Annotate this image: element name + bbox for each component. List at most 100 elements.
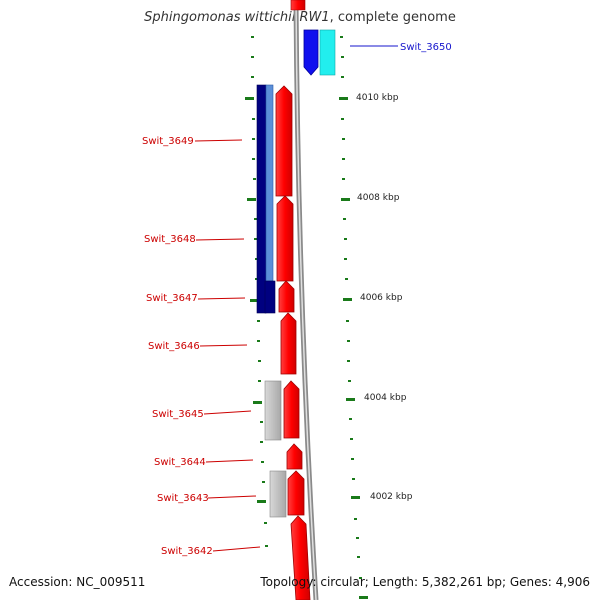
tick — [343, 218, 346, 220]
title-suffix: , complete genome — [329, 10, 456, 25]
tick — [257, 340, 260, 342]
tick — [354, 518, 357, 520]
gene-swit-3648[interactable]: Swit_3648 — [144, 195, 294, 282]
tick — [357, 556, 360, 558]
tick — [265, 545, 268, 547]
tick — [264, 522, 267, 524]
tick — [342, 158, 345, 160]
gene-arrow-forward[interactable] — [275, 85, 293, 197]
tick — [345, 278, 348, 280]
tick-major — [341, 198, 350, 201]
gene-label[interactable]: Swit_3643 — [157, 493, 209, 504]
tick — [359, 577, 362, 579]
tick — [255, 258, 258, 260]
tick — [251, 36, 254, 38]
tick — [351, 458, 354, 460]
gene-label-leader — [197, 297, 246, 300]
tick — [254, 218, 257, 220]
accession-label: Accession: NC_009511 — [9, 575, 146, 589]
tick — [260, 421, 263, 423]
feature-block-lightblue[interactable] — [265, 84, 274, 282]
gene-label[interactable]: Swit_3650 — [400, 42, 452, 53]
tick-major — [247, 198, 256, 201]
kbp-label: 4008 kbp — [357, 193, 400, 203]
inner-ticks — [245, 36, 268, 547]
tick — [257, 320, 260, 322]
gene-arrow-forward[interactable] — [278, 280, 295, 313]
feature-block-navy-lower[interactable] — [264, 280, 276, 314]
feature-block-grey[interactable] — [264, 380, 282, 441]
gene-arrow-reverse[interactable] — [303, 29, 319, 76]
tick — [347, 360, 350, 362]
gene-label[interactable]: Swit_3644 — [154, 457, 206, 468]
tick — [252, 118, 255, 120]
kbp-labels: 4010 kbp 4008 kbp 4006 kbp 4004 kbp 4002… — [356, 93, 413, 502]
gene-label[interactable]: Swit_3645 — [152, 409, 204, 420]
kbp-label: 4006 kbp — [360, 293, 403, 303]
tick — [356, 537, 359, 539]
tick — [254, 238, 257, 240]
tick — [341, 76, 344, 78]
kbp-label: 4004 kbp — [364, 393, 407, 403]
gene-swit-3649[interactable]: Swit_3649 — [142, 85, 293, 197]
genome-backbone-highlight — [295, 0, 317, 600]
gene-label-leader — [199, 344, 248, 347]
gene-arrow-forward[interactable] — [290, 515, 311, 600]
gene-arrow-forward[interactable] — [287, 470, 305, 516]
tick — [252, 158, 255, 160]
tick-major — [351, 496, 360, 499]
tick — [346, 320, 349, 322]
tick — [341, 118, 344, 120]
tick — [258, 360, 261, 362]
gene-label[interactable]: Swit_3649 — [142, 136, 194, 147]
map-title: Sphingomonas wittichii RW1, complete gen… — [0, 10, 600, 25]
tick — [261, 461, 264, 463]
gene-swit-3644[interactable]: Swit_3644 — [154, 443, 303, 470]
gene-arrow-forward[interactable] — [283, 380, 300, 439]
gene-swit-3643[interactable]: Swit_3643 — [157, 470, 305, 518]
gene-label[interactable]: Swit_3648 — [144, 234, 196, 245]
topology-label: Topology: circular; Length: 5,382,261 bp… — [260, 575, 590, 589]
gene-arrow-forward[interactable] — [276, 195, 294, 282]
kbp-label: 4010 kbp — [356, 93, 399, 103]
tick — [251, 76, 254, 78]
gene-label-leader — [205, 459, 254, 463]
tick — [253, 178, 256, 180]
tick-major — [343, 298, 352, 301]
kbp-label: 4002 kbp — [370, 492, 413, 502]
gene-label[interactable]: Swit_3642 — [161, 546, 213, 557]
tick-major — [346, 398, 355, 401]
tick — [260, 441, 263, 443]
tick-major — [359, 596, 368, 599]
feature-block-cyan[interactable] — [319, 29, 336, 76]
tick — [347, 340, 350, 342]
tick-major — [339, 97, 348, 100]
tick — [341, 56, 344, 58]
tick-major — [253, 401, 262, 404]
tick — [344, 258, 347, 260]
gene-label[interactable]: Swit_3647 — [146, 293, 198, 304]
tick — [262, 481, 265, 483]
feature-block-grey[interactable] — [269, 470, 287, 518]
tick — [251, 56, 254, 58]
tick — [342, 138, 345, 140]
gene-swit-3645[interactable]: Swit_3645 — [152, 380, 300, 441]
tick — [350, 438, 353, 440]
gene-arrow-forward[interactable] — [286, 443, 303, 470]
tick — [349, 418, 352, 420]
tick — [352, 478, 355, 480]
gene-arrow-forward[interactable] — [280, 312, 297, 375]
gene-swit-3646[interactable]: Swit_3646 — [148, 312, 297, 375]
tick-major — [257, 500, 266, 503]
gene-arrow-forward-partial[interactable] — [290, 0, 306, 11]
organism-name: Sphingomonas wittichii RW1 — [144, 10, 330, 25]
gene-label-leader — [194, 139, 243, 142]
feature-block-navy[interactable] — [256, 84, 267, 314]
gene-swit-3642[interactable]: Swit_3642 — [161, 515, 311, 600]
gene-swit-3647[interactable]: Swit_3647 — [146, 280, 295, 313]
tick — [344, 238, 347, 240]
gene-label[interactable]: Swit_3646 — [148, 341, 200, 352]
gene-swit-3650[interactable]: Swit_3650 — [303, 29, 452, 76]
tick-major — [250, 299, 259, 302]
